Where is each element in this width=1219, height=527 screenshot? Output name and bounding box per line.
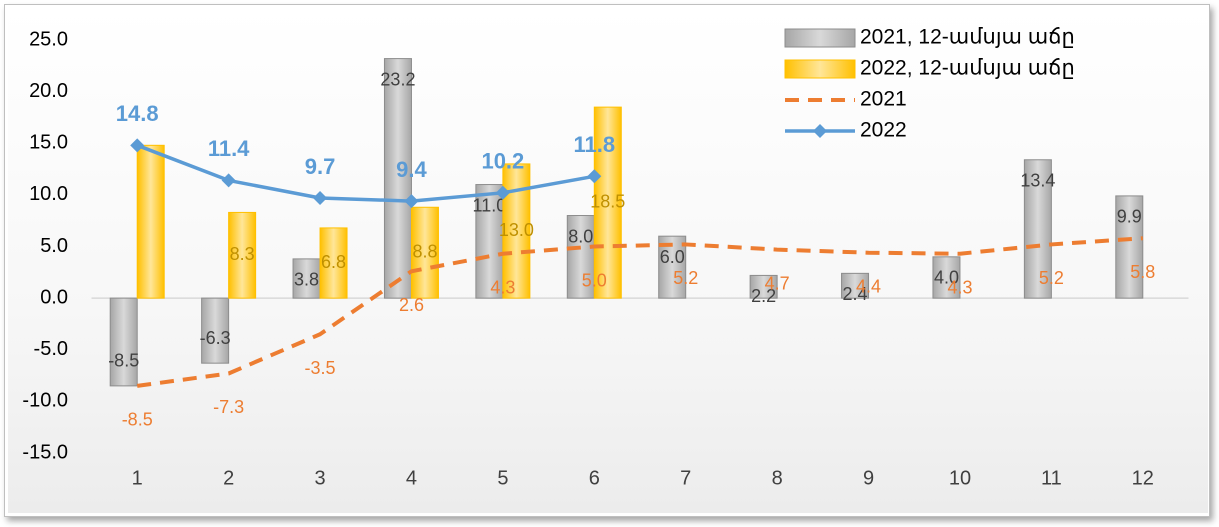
line-value-label: 14.8 — [116, 101, 159, 126]
y-tick-label: -15.0 — [22, 441, 68, 463]
x-tick-label: 12 — [1132, 467, 1154, 489]
bar — [749, 274, 778, 299]
line-value-label: 5.2 — [673, 268, 698, 288]
bar — [593, 106, 622, 299]
bar-value-label: 13.0 — [499, 220, 534, 240]
bar-value-label: 2.2 — [751, 286, 776, 306]
x-tick-label: 2 — [223, 467, 234, 489]
bar-value-label: 18.5 — [590, 191, 625, 211]
legend-marker — [813, 124, 827, 138]
bar — [932, 256, 961, 299]
legend-swatch — [784, 28, 856, 48]
line-value-label: 9.7 — [305, 154, 336, 179]
line-value-label: 4.4 — [856, 276, 881, 296]
line-marker — [587, 169, 602, 184]
line-value-label: 5.2 — [1039, 268, 1064, 288]
bar — [410, 206, 439, 299]
y-tick-label: 25.0 — [29, 28, 68, 50]
line-marker — [495, 185, 510, 200]
bar-value-label: 11.0 — [473, 195, 507, 215]
bar-value-label: 6.0 — [660, 247, 685, 267]
line-value-label: 4.3 — [947, 277, 972, 297]
y-tick-label: 0.0 — [40, 286, 68, 308]
y-tick-label: -5.0 — [34, 338, 68, 360]
bar — [292, 258, 321, 299]
bar-value-label: 8.3 — [230, 244, 255, 264]
x-tick-label: 10 — [949, 467, 971, 489]
y-tick-label: 5.0 — [40, 235, 68, 257]
line-value-label: 10.2 — [481, 149, 524, 174]
x-tick-label: 8 — [772, 467, 783, 489]
bar-value-label: 13.4 — [1020, 171, 1055, 191]
bar — [109, 297, 138, 387]
bar — [201, 297, 230, 364]
y-tick-label: 15.0 — [29, 132, 68, 154]
line — [136, 143, 595, 203]
x-tick-label: 3 — [314, 467, 325, 489]
x-tick-label: 1 — [132, 467, 143, 489]
y-tick-label: -10.0 — [22, 390, 68, 412]
line-value-label: 5.0 — [582, 270, 607, 290]
line-marker — [404, 194, 419, 209]
bar — [1115, 195, 1144, 299]
bar — [566, 215, 595, 299]
x-tick-label: 7 — [680, 467, 691, 489]
bar-value-label: 8.8 — [412, 241, 437, 261]
x-tick-label: 6 — [589, 467, 600, 489]
line-value-label: 5.8 — [1130, 262, 1155, 282]
line-value-label: 9.4 — [396, 157, 427, 182]
bar — [1023, 159, 1052, 299]
y-tick-label: 20.0 — [29, 80, 68, 102]
line-marker — [221, 173, 236, 188]
y-tick-label: 10.0 — [29, 183, 68, 205]
bar — [319, 227, 348, 299]
line-value-label: -8.5 — [122, 410, 153, 430]
legend-label: 2022 — [860, 119, 907, 142]
line-marker — [130, 138, 145, 153]
line-value-label: 2.6 — [399, 295, 424, 315]
bar-value-label: -6.3 — [200, 328, 231, 348]
bar — [228, 211, 257, 299]
bar-value-label: 23.2 — [380, 69, 415, 89]
line-marker — [313, 190, 328, 205]
bar — [502, 163, 531, 299]
legend-label: 2021 — [860, 88, 907, 111]
legend-swatch — [784, 59, 856, 79]
x-tick-label: 4 — [406, 467, 417, 489]
line-value-label: -3.5 — [305, 358, 336, 378]
x-tick-label: 9 — [863, 467, 874, 489]
legend-label: 2022, 12-ամսյա աճը — [860, 57, 1075, 80]
bar-value-label: 4.0 — [934, 268, 959, 288]
bar-value-label: 9.9 — [1117, 207, 1142, 227]
bar-value-label: 2.4 — [843, 284, 868, 304]
line-value-label: 4.3 — [490, 277, 515, 297]
bar-value-label: 3.8 — [294, 270, 319, 290]
legend-label: 2021, 12-ամսյա աճը — [860, 26, 1075, 49]
bar-value-label: 8.0 — [568, 226, 593, 246]
line-value-label: 11.4 — [208, 136, 250, 161]
bar-value-label: -8.5 — [108, 351, 139, 371]
line-value-label: 4.7 — [765, 273, 790, 293]
line-value-label: -7.3 — [213, 397, 244, 417]
line — [136, 236, 1143, 388]
bar — [841, 272, 870, 299]
x-tick-label: 5 — [497, 467, 508, 489]
x-tick-label: 11 — [1041, 467, 1062, 489]
bar — [383, 58, 412, 299]
bar-value-label: 6.8 — [321, 252, 346, 272]
bar — [136, 144, 165, 299]
line-value-label: 11.8 — [573, 132, 615, 157]
